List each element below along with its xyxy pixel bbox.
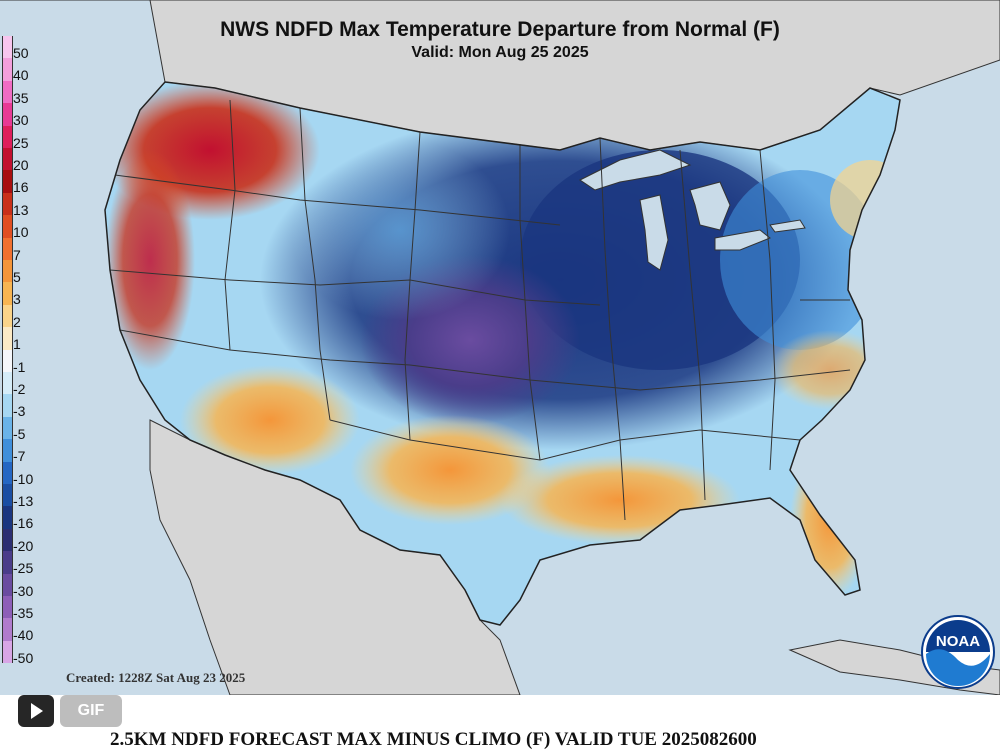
- legend-swatch: [2, 596, 13, 619]
- legend-row: -25: [0, 551, 60, 577]
- forecast-caption: 2.5KM NDFD FORECAST MAX MINUS CLIMO (F) …: [110, 729, 757, 750]
- legend-row: 50: [0, 36, 60, 61]
- legend-row: -20: [0, 528, 60, 554]
- legend-label: 2: [13, 313, 21, 330]
- legend-label: -30: [13, 582, 34, 599]
- legend-label: -40: [13, 627, 34, 644]
- gif-player-bar: GIF 2.5KM NDFD FORECAST MAX MINUS CLIMO …: [0, 695, 1000, 752]
- legend-label: -10: [13, 470, 34, 487]
- legend-row: -3: [0, 394, 60, 420]
- noaa-logo-icon: NOAA: [921, 615, 995, 689]
- legend-swatch: [2, 506, 13, 529]
- temperature-departure-map: [0, 0, 1000, 695]
- legend-label: 20: [13, 157, 29, 173]
- legend-swatch: [2, 260, 13, 283]
- legend-label: 13: [13, 201, 29, 218]
- legend-row: -35: [0, 596, 60, 621]
- legend-row: -40: [0, 618, 60, 644]
- legend-label: -2: [13, 381, 26, 397]
- legend-swatch: [2, 528, 13, 552]
- legend-swatch: [2, 170, 13, 193]
- legend-row: 25: [0, 125, 60, 151]
- legend-label: 10: [13, 224, 29, 241]
- legend-label: -50: [13, 649, 34, 666]
- legend-row: -2: [0, 372, 60, 397]
- legend-row: 3: [0, 282, 60, 308]
- legend-swatch: [2, 573, 13, 596]
- legend-swatch: [2, 372, 13, 395]
- legend-label: -13: [13, 493, 34, 509]
- legend-swatch: [2, 192, 13, 216]
- gif-badge: GIF: [60, 695, 122, 727]
- legend-row: 35: [0, 80, 60, 106]
- legend-label: 3: [13, 291, 21, 308]
- legend-label: 25: [13, 134, 29, 151]
- map-valid-date: Valid: Mon Aug 25 2025: [411, 44, 589, 61]
- legend-row: -1: [0, 349, 60, 375]
- legend-label: -35: [13, 605, 34, 621]
- legend-swatch: [2, 394, 13, 417]
- legend-swatch: [2, 640, 13, 664]
- play-icon: [31, 703, 43, 719]
- legend-swatch: [2, 80, 13, 104]
- legend-row: -50: [0, 640, 60, 666]
- legend-swatch: [2, 551, 13, 574]
- legend-label: 7: [13, 246, 21, 263]
- legend-swatch: [2, 103, 13, 126]
- legend-swatch: [2, 618, 13, 641]
- legend-label: -20: [13, 537, 34, 554]
- legend-swatch: [2, 215, 13, 238]
- legend-swatch: [2, 36, 13, 59]
- legend-swatch: [2, 58, 13, 81]
- legend-swatch: [2, 125, 13, 148]
- color-legend: 50 40 35 30 25 20 16 13 10 7 5 3 2 1 -1 -2 -3 -5 -7 -10 -13 -…: [0, 36, 60, 666]
- legend-swatch: [2, 304, 13, 328]
- legend-row: 13: [0, 192, 60, 218]
- legend-swatch: [2, 349, 13, 372]
- legend-label: -1: [13, 358, 26, 375]
- legend-label: 5: [13, 269, 21, 285]
- legend-row: -16: [0, 506, 60, 532]
- legend-label: 1: [13, 336, 21, 353]
- map-title: NWS NDFD Max Temperature Departure from …: [220, 18, 780, 41]
- legend-row: -30: [0, 573, 60, 599]
- legend-swatch: [2, 237, 13, 260]
- legend-swatch: [2, 484, 13, 507]
- legend-row: -7: [0, 439, 60, 465]
- legend-swatch: [2, 461, 13, 484]
- legend-label: 50: [13, 45, 29, 61]
- legend-swatch: [2, 439, 13, 462]
- legend-swatch: [2, 148, 13, 171]
- legend-label: 35: [13, 89, 29, 106]
- legend-row: -5: [0, 416, 60, 442]
- created-timestamp: Created: 1228Z Sat Aug 23 2025: [66, 670, 246, 685]
- legend-row: -10: [0, 461, 60, 487]
- legend-row: 30: [0, 103, 60, 129]
- legend-row: 10: [0, 215, 60, 241]
- legend-label: 30: [13, 112, 29, 129]
- map-panel: 50 40 35 30 25 20 16 13 10 7 5 3 2 1 -1 -2 -3 -5 -7 -10 -13 -…: [0, 0, 1000, 695]
- legend-label: -25: [13, 560, 34, 577]
- legend-label: -7: [13, 448, 26, 465]
- legend-label: 16: [13, 179, 29, 196]
- legend-label: -5: [13, 425, 26, 442]
- legend-row: 7: [0, 237, 60, 263]
- legend-row: -13: [0, 484, 60, 509]
- great-lakes: [579, 149, 806, 271]
- legend-row: 5: [0, 260, 60, 285]
- legend-label: -16: [13, 515, 34, 532]
- legend-label: 40: [13, 67, 29, 84]
- legend-row: 1: [0, 327, 60, 353]
- noaa-logo-text: NOAA: [936, 633, 980, 650]
- legend-swatch: [2, 282, 13, 305]
- legend-row: 20: [0, 148, 60, 173]
- state-borders: [109, 99, 851, 521]
- legend-row: 40: [0, 58, 60, 84]
- legend-swatch: [2, 416, 13, 440]
- legend-swatch: [2, 327, 13, 350]
- legend-row: 2: [0, 304, 60, 330]
- legend-row: 16: [0, 170, 60, 196]
- legend-label: -3: [13, 403, 26, 420]
- play-button[interactable]: [18, 695, 54, 727]
